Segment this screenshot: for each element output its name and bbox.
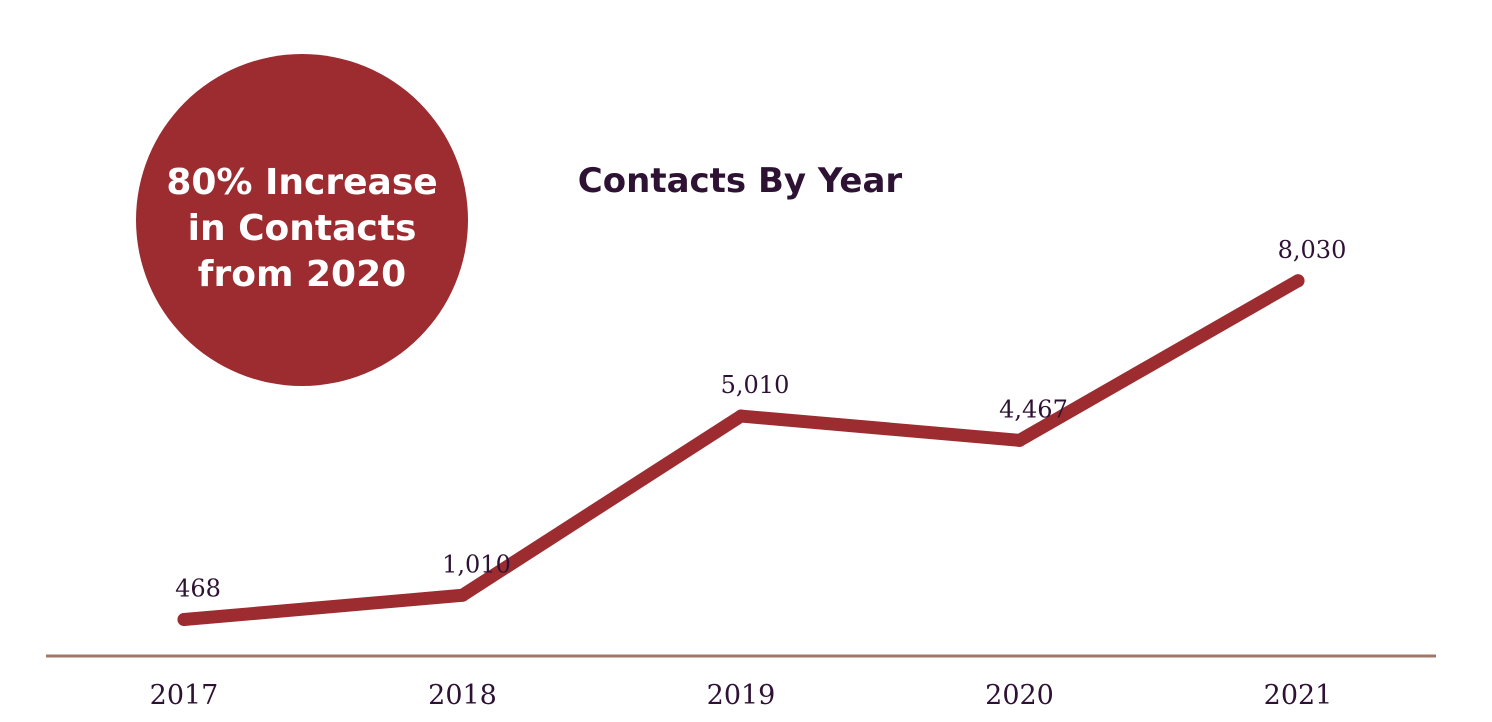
x-tick-label: 2020 bbox=[985, 680, 1054, 711]
data-label: 4,467 bbox=[999, 395, 1068, 423]
data-label: 5,010 bbox=[721, 371, 790, 399]
callout-badge: 80% Increase in Contacts from 2020 bbox=[136, 54, 468, 386]
x-tick-label: 2017 bbox=[150, 680, 219, 711]
ticks-layer: 2017 2018 2019 2020 2021 bbox=[150, 680, 1333, 711]
chart-title: Contacts By Year bbox=[578, 161, 903, 201]
series-layer bbox=[177, 274, 1305, 627]
data-point bbox=[1291, 274, 1305, 288]
data-point bbox=[177, 613, 191, 627]
x-tick-label: 2019 bbox=[707, 680, 776, 711]
data-point bbox=[456, 588, 469, 602]
callout-line-2: in Contacts bbox=[188, 208, 417, 249]
callout-circle bbox=[136, 54, 468, 386]
data-point bbox=[1013, 433, 1026, 447]
x-tick-label: 2021 bbox=[1264, 680, 1333, 711]
data-point bbox=[734, 409, 748, 423]
x-tick-label: 2018 bbox=[428, 680, 497, 711]
data-label: 8,030 bbox=[1278, 236, 1347, 264]
labels-layer: 468 1,010 5,010 4,467 8,030 bbox=[175, 236, 1346, 603]
data-label: 468 bbox=[175, 575, 221, 603]
callout-line-1: 80% Increase bbox=[166, 162, 437, 203]
data-label: 1,010 bbox=[442, 550, 511, 578]
callout-line-3: from 2020 bbox=[198, 254, 406, 295]
